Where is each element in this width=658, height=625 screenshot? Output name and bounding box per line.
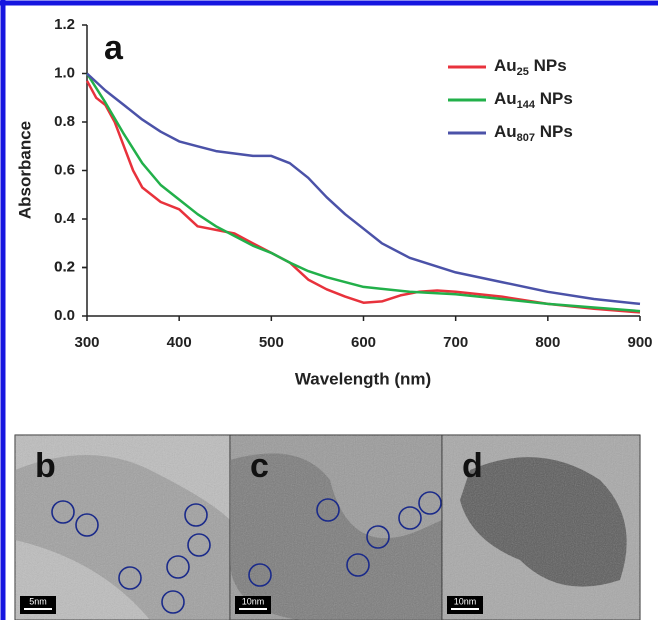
series-line [85,72,641,313]
scale-label: 10nm [242,596,265,606]
tem-images: b 5nm c 10nm d 10nm [14,434,641,621]
y-tick-label: 0.0 [54,307,75,324]
panel-label: d [462,447,483,485]
panel-label: a [104,29,124,67]
x-tick-label: 500 [259,334,284,351]
scale-label: 5nm [29,596,47,606]
y-tick-label: 0.2 [54,258,75,275]
noise [230,435,442,620]
highlight-circle [418,491,442,515]
x-axis-title: Wavelength (nm) [295,369,431,388]
y-tick-label: 1.0 [54,64,75,81]
highlight-circle [51,500,75,524]
legend-label: Au144 NPs [494,89,573,110]
legend-label: Au25 NPs [494,56,567,77]
scale-label: 10nm [454,596,477,606]
legend-label: Au807 NPs [494,122,573,143]
x-tick-label: 700 [443,334,468,351]
highlight-circle [346,553,370,577]
x-tick-label: 300 [74,334,99,351]
y-tick-label: 0.4 [54,210,76,227]
highlight-circle [398,506,422,530]
highlight-circle [118,566,142,590]
y-tick-label: 0.2 [54,258,75,275]
x-tick-label: 400 [167,334,192,351]
y-tick-label: 1.2 [54,16,75,33]
x-tick-label: 800 [535,334,560,351]
y-tick-label: 0.8 [54,113,75,130]
x-tick-label: 600 [351,334,376,351]
highlight-circle [161,590,185,614]
highlight-circle [75,513,99,537]
highlight-circle [184,503,208,527]
y-axis-title: Absorbance [15,121,34,219]
panel-label: b [35,447,56,485]
highlight-circle [166,555,190,579]
x-tick-label: 900 [627,334,652,351]
noise [442,435,640,620]
highlight-circle [187,533,211,557]
panel-label: c [250,447,269,485]
highlight-circle [316,498,340,522]
noise [15,435,230,620]
highlight-circle [248,563,272,587]
highlight-circle [366,525,390,549]
series-line [86,72,641,306]
y-tick-label: 0.6 [54,161,75,178]
